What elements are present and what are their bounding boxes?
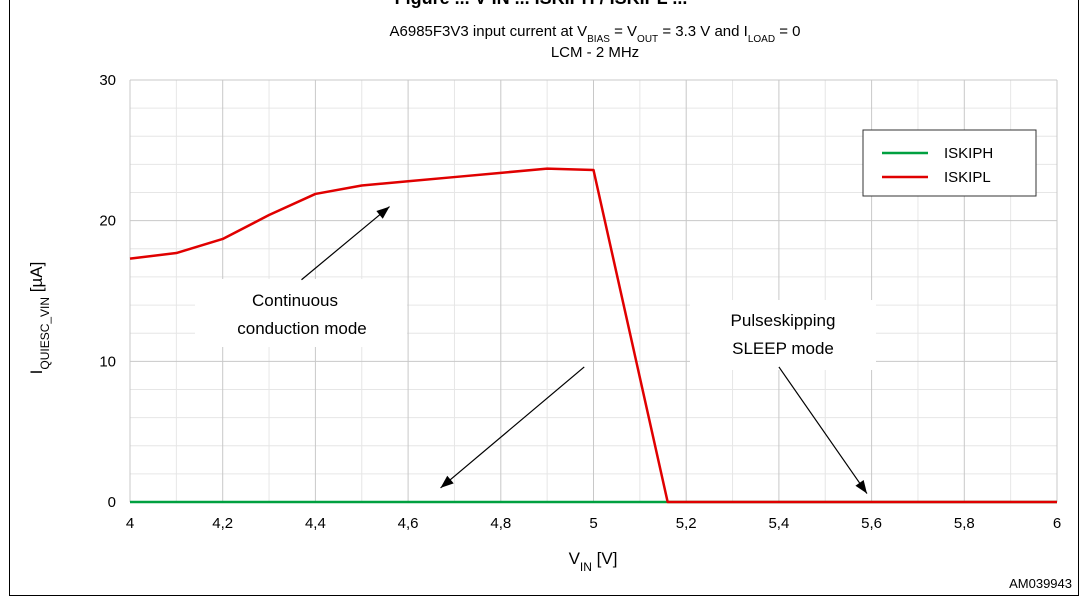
x-tick-label: 5,4 (768, 515, 789, 532)
annotation-arrows (301, 206, 868, 494)
chart-title-line1: A6985F3V3 input current at VBIAS = VOUT … (390, 23, 801, 45)
x-tick-label: 6 (1053, 515, 1061, 532)
y-tick-label: 30 (99, 72, 116, 89)
series-lines (129, 167, 1057, 504)
x-tick-label: 5 (589, 515, 597, 532)
ps-annotation-line2: SLEEP mode (732, 339, 834, 358)
x-tick-label: 4,2 (212, 515, 233, 532)
ps-annotation-line1: Pulseskipping (731, 311, 836, 330)
x-tick-labels: 4 4,2 4,4 4,6 4,8 5 5,2 5,4 5,6 5,8 6 (126, 515, 1061, 532)
y-tick-label: 0 (108, 494, 116, 511)
ccm-annotation-line1: Continuous (252, 291, 338, 310)
figure-id: AM039943 (1009, 576, 1072, 591)
ccm-annotation-box (195, 279, 407, 347)
ps-arrow-left-head (440, 475, 454, 488)
x-tick-label: 4,8 (490, 515, 511, 532)
x-tick-label: 4,4 (305, 515, 326, 532)
series-line-iskipl (129, 167, 1057, 504)
x-tick-label: 4 (126, 515, 134, 532)
cut-heading-text: Figure ... V IN ... ISKIPH / ISKIPL ... (0, 0, 1082, 8)
legend-label-iskiph: ISKIPH (944, 145, 993, 162)
ccm-arrow-shaft (301, 206, 390, 281)
ccm-annotation-line2: conduction mode (237, 319, 366, 338)
ps-annotation-box (690, 300, 876, 370)
cut-heading: Figure ... V IN ... ISKIPH / ISKIPL ... (0, 0, 1082, 8)
ps-arrow-left-shaft (440, 366, 585, 489)
y-tick-label: 10 (99, 353, 116, 370)
ps-arrow-right-head (855, 480, 867, 494)
chart-title-line2: LCM - 2 MHz (551, 44, 639, 61)
legend-label-iskipl: ISKIPL (944, 169, 991, 186)
y-tick-label: 20 (99, 213, 116, 230)
ccm-arrow-head (376, 206, 390, 219)
y-axis-label: IQUIESC_VIN [µA] (27, 262, 52, 375)
x-tick-label: 5,8 (954, 515, 975, 532)
x-tick-label: 5,2 (676, 515, 697, 532)
legend: ISKIPH ISKIPL (862, 129, 1037, 197)
x-tick-label: 4,6 (398, 515, 419, 532)
x-tick-label: 5,6 (861, 515, 882, 532)
ps-arrow-right-shaft (778, 366, 868, 494)
x-axis-label: VIN [V] (569, 549, 618, 574)
figure-frame (9, 0, 1079, 596)
y-tick-labels: 0 10 20 30 (99, 72, 116, 511)
legend-box (862, 129, 1037, 197)
